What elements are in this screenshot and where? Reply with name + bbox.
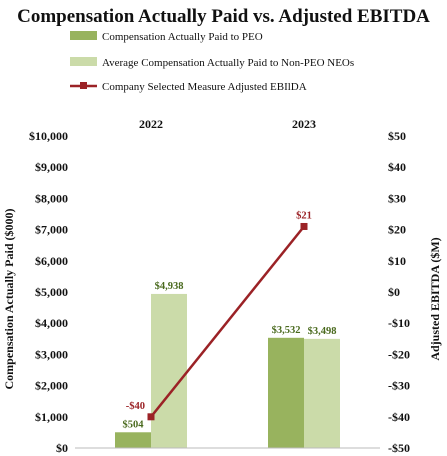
right-tick-label: $30 bbox=[388, 191, 406, 205]
data-labels: $504 $3,532 $4,938 $3,498 -$40 $21 bbox=[123, 210, 337, 430]
bar-value-label: $3,498 bbox=[308, 326, 337, 337]
bar-peo bbox=[268, 337, 304, 448]
right-tick-label: $50 bbox=[388, 129, 406, 143]
right-axis-ticks: -$50 -$40 -$30 -$20 -$10 $0 $10 $20 $30 $40 $50 bbox=[388, 129, 410, 455]
left-tick-label: $6,000 bbox=[35, 254, 68, 268]
ebitda-line bbox=[150, 225, 305, 418]
left-tick-label: $8,000 bbox=[35, 191, 68, 205]
legend-label-non-peo: Average Compensation Actually Paid to No… bbox=[102, 57, 354, 69]
legend-label-peo: Compensation Actually Paid to PEO bbox=[102, 31, 263, 43]
right-tick-label: -$30 bbox=[388, 379, 410, 393]
bar-peo bbox=[115, 432, 151, 448]
right-tick-label: $0 bbox=[388, 285, 400, 299]
legend-swatch-non-peo bbox=[70, 57, 97, 66]
category-label-2022: 2022 bbox=[139, 117, 163, 131]
bar-value-label: $4,938 bbox=[155, 281, 184, 292]
right-tick-label: -$40 bbox=[388, 410, 410, 424]
left-tick-label: $2,000 bbox=[35, 379, 68, 393]
legend-marker-ebitda bbox=[80, 82, 87, 89]
legend-label-ebitda: Company Selected Measure Adjusted EBIlDA bbox=[102, 81, 307, 93]
left-tick-label: $1,000 bbox=[35, 410, 68, 424]
left-tick-label: $0 bbox=[56, 441, 68, 455]
left-tick-label: $4,000 bbox=[35, 316, 68, 330]
category-labels: 2022 2023 bbox=[139, 117, 316, 131]
ebitda-value-label: -$40 bbox=[126, 401, 145, 412]
right-tick-label: $10 bbox=[388, 254, 406, 268]
right-tick-label: -$20 bbox=[388, 347, 410, 361]
left-tick-label: $9,000 bbox=[35, 160, 68, 174]
bar-value-label: $504 bbox=[123, 419, 145, 430]
left-tick-label: $10,000 bbox=[29, 129, 68, 143]
left-axis-label: Compensation Actually Paid ($000) bbox=[2, 208, 16, 389]
left-tick-label: $3,000 bbox=[35, 347, 68, 361]
bar-non-peo bbox=[304, 338, 340, 448]
legend: Compensation Actually Paid to PEO Averag… bbox=[70, 31, 354, 93]
ebitda-marker bbox=[147, 413, 155, 421]
line-series bbox=[147, 222, 308, 421]
bar-value-label: $3,532 bbox=[272, 325, 301, 336]
right-tick-label: $20 bbox=[388, 223, 406, 237]
right-tick-label: -$50 bbox=[388, 441, 410, 455]
legend-swatch-peo bbox=[70, 31, 97, 40]
right-axis-label: Adjusted EBITDA ($M) bbox=[428, 237, 442, 360]
right-tick-label: -$10 bbox=[388, 316, 410, 330]
ebitda-value-label: $21 bbox=[296, 210, 312, 221]
left-tick-label: $5,000 bbox=[35, 285, 68, 299]
bar-non-peo bbox=[151, 293, 187, 448]
left-axis-ticks: $0 $1,000 $2,000 $3,000 $4,000 $5,000 $6,000 $7… bbox=[29, 129, 68, 455]
category-label-2023: 2023 bbox=[292, 117, 316, 131]
ebitda-marker bbox=[300, 222, 308, 230]
left-tick-label: $7,000 bbox=[35, 223, 68, 237]
chart-title: Compensation Actually Paid vs. Adjusted … bbox=[17, 6, 430, 27]
right-tick-label: $40 bbox=[388, 160, 406, 174]
bars bbox=[115, 293, 340, 448]
